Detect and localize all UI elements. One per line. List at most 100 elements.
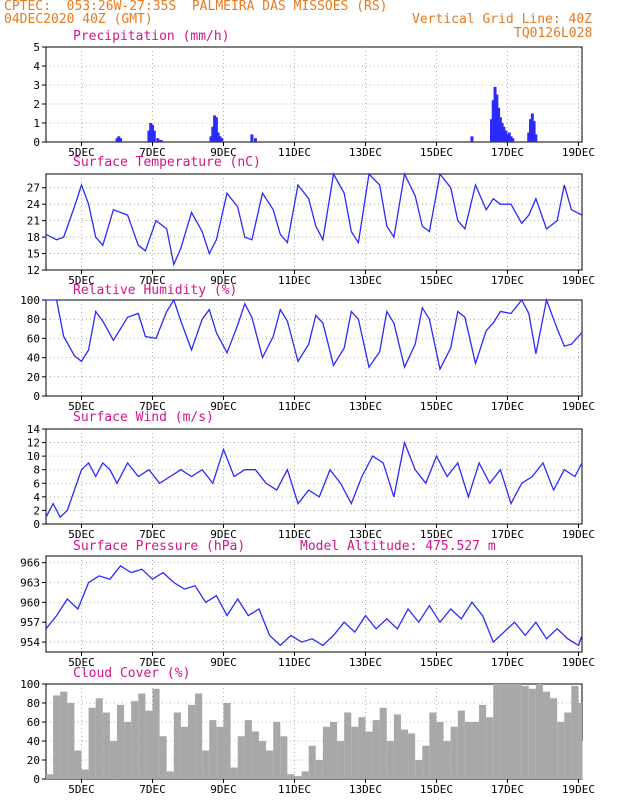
rh-frame bbox=[45, 299, 583, 397]
cloud-area-bar bbox=[457, 710, 465, 779]
precip-ytick-label: 3 bbox=[33, 79, 40, 92]
cloud-area-bar bbox=[443, 741, 451, 779]
cloud-area-bar bbox=[187, 704, 196, 779]
precip-bar bbox=[216, 132, 220, 142]
cloud-area-bar bbox=[322, 726, 330, 779]
precip-bar bbox=[115, 138, 119, 142]
cloud-area-bar bbox=[351, 726, 359, 779]
cloud-area-bar bbox=[415, 760, 423, 779]
pressure-ytick-label: 957 bbox=[20, 616, 40, 629]
rh-xtick-label: 19DEC bbox=[562, 400, 595, 413]
precip-bar bbox=[213, 115, 217, 142]
wind-xtick-label: 5DEC bbox=[68, 528, 95, 541]
precip-bar bbox=[159, 140, 163, 142]
cloud-area-bar bbox=[131, 701, 139, 779]
precip-ytick-label: 2 bbox=[33, 98, 40, 111]
wind-xtick-label: 17DEC bbox=[491, 528, 524, 541]
precip-title: Precipitation (mm/h) bbox=[73, 29, 230, 44]
cloud-area-bar bbox=[393, 714, 401, 779]
cloud-area-bar bbox=[88, 707, 96, 779]
precip-frame bbox=[45, 46, 583, 143]
temp-xtick-label: 17DEC bbox=[491, 274, 524, 287]
cloud-area-bar bbox=[450, 726, 458, 779]
cloud-area-bar bbox=[180, 726, 188, 779]
precip-bar bbox=[502, 126, 506, 142]
cloud-area-bar bbox=[244, 720, 252, 779]
pressure-xtick-label: 11DEC bbox=[278, 656, 311, 669]
rh-ytick-label: 0 bbox=[33, 390, 40, 403]
pressure-xtick-label: 15DEC bbox=[420, 656, 453, 669]
cloud-area-bar bbox=[315, 760, 323, 779]
pressure-ytick-label: 954 bbox=[20, 636, 40, 649]
cloud-area-bar bbox=[138, 693, 146, 779]
cloud-ytick-label: 20 bbox=[27, 754, 40, 767]
cloud-xtick-label: 7DEC bbox=[139, 783, 166, 796]
pressure-xtick-label: 9DEC bbox=[210, 656, 237, 669]
precip-bar bbox=[495, 94, 499, 142]
pressure-ytick-label: 963 bbox=[20, 576, 40, 589]
wind-ytick-label: 6 bbox=[33, 477, 40, 490]
rh-ytick-label: 40 bbox=[27, 352, 40, 365]
cloud-area-bar bbox=[74, 750, 82, 779]
cloud-xtick-label: 15DEC bbox=[420, 783, 453, 796]
precip-ytick-label: 5 bbox=[33, 41, 40, 54]
wind-ytick-label: 10 bbox=[27, 450, 40, 463]
rh-xtick-label: 15DEC bbox=[420, 400, 453, 413]
precip-bar bbox=[505, 134, 509, 142]
cloud-ytick-label: 100 bbox=[20, 678, 40, 691]
cloud-ytick-label: 80 bbox=[27, 697, 40, 710]
cloud-area-bar bbox=[280, 736, 288, 779]
precip-bar bbox=[119, 138, 123, 142]
precip-bar bbox=[534, 134, 538, 142]
cloud-area-bar bbox=[542, 691, 551, 779]
cloud-xtick-label: 5DEC bbox=[68, 783, 95, 796]
cloud-area-bar bbox=[379, 707, 387, 779]
precip-xtick-label: 9DEC bbox=[210, 146, 237, 159]
precip-xtick-label: 11DEC bbox=[278, 146, 311, 159]
cloud-area-bar bbox=[95, 698, 103, 779]
precip-bar bbox=[253, 138, 257, 142]
rh-xtick-label: 11DEC bbox=[278, 400, 311, 413]
wind-xtick-label: 19DEC bbox=[562, 528, 595, 541]
pressure-ytick-label: 960 bbox=[20, 596, 40, 609]
cloud-area-bar bbox=[436, 722, 444, 779]
cloud-area-bar bbox=[564, 712, 572, 779]
cloud-area-bar bbox=[521, 685, 529, 779]
pressure-ytick-label: 966 bbox=[20, 557, 40, 570]
cloud-area-bar bbox=[294, 776, 302, 779]
cloud-area-bar bbox=[209, 720, 217, 779]
precip-bar bbox=[470, 136, 474, 142]
temp-ytick-label: 27 bbox=[27, 182, 40, 195]
cloud-area-bar bbox=[124, 722, 132, 779]
pressure-xtick-label: 7DEC bbox=[139, 656, 166, 669]
pressure-frame bbox=[45, 555, 583, 653]
cloud-area-bar bbox=[365, 731, 373, 779]
cloud-area-bar bbox=[344, 712, 352, 779]
run-date-header: 04DEC2020 40Z (GMT) bbox=[4, 12, 153, 27]
precip-bar bbox=[218, 136, 222, 142]
cloud-xtick-label: 11DEC bbox=[278, 783, 311, 796]
cloud-area-bar bbox=[173, 712, 181, 779]
cloud-area-bar bbox=[557, 722, 565, 779]
precip-ytick-label: 1 bbox=[33, 117, 40, 130]
precip-bar bbox=[493, 86, 497, 142]
cloud-area-bar bbox=[464, 722, 472, 779]
wind-xtick-label: 9DEC bbox=[210, 528, 237, 541]
cloud-area-bar bbox=[60, 691, 68, 779]
cloud-area-bar bbox=[571, 685, 579, 779]
cloud-area-bar bbox=[550, 698, 558, 779]
wind-title: Surface Wind (m/s) bbox=[73, 410, 214, 425]
cloud-area-bar bbox=[479, 704, 487, 779]
precip-xtick-label: 19DEC bbox=[562, 146, 595, 159]
wind-frame bbox=[45, 428, 583, 525]
precip-xtick-label: 17DEC bbox=[491, 146, 524, 159]
pressure-xtick-label: 19DEC bbox=[562, 656, 595, 669]
cloud-xtick-label: 19DEC bbox=[562, 783, 595, 796]
pressure-series-line bbox=[45, 565, 583, 647]
precip-xtick-label: 13DEC bbox=[349, 146, 382, 159]
cloud-ytick-label: 0 bbox=[33, 773, 40, 786]
precip-bar bbox=[532, 121, 536, 142]
temp-xtick-label: 13DEC bbox=[349, 274, 382, 287]
cloud-area-bar bbox=[358, 717, 366, 779]
